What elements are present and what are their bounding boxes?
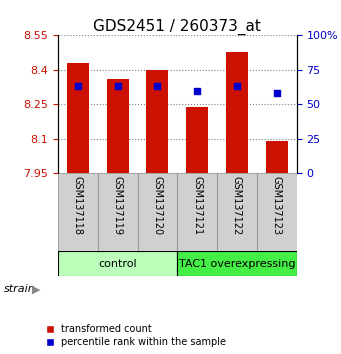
Bar (177, 251, 297, 276)
Bar (67, 63, 89, 173)
Text: ▶: ▶ (32, 284, 41, 294)
Text: GSM137119: GSM137119 (113, 176, 123, 235)
Bar (107, 79, 129, 173)
Bar (58, 251, 177, 276)
Text: GSM137122: GSM137122 (232, 176, 242, 235)
Bar (147, 70, 168, 173)
Text: GSM137121: GSM137121 (192, 176, 202, 235)
Bar (177, 173, 217, 251)
Text: control: control (98, 259, 137, 269)
Text: strain: strain (3, 284, 35, 293)
Point (75, 83, 80, 89)
Point (194, 88, 200, 93)
Bar (226, 52, 248, 173)
Point (274, 90, 280, 96)
Text: GSM137120: GSM137120 (152, 176, 162, 235)
Bar (266, 141, 288, 173)
Point (234, 83, 240, 89)
Bar (137, 173, 177, 251)
Point (155, 83, 160, 89)
Bar (257, 173, 297, 251)
Legend: transformed count, percentile rank within the sample: transformed count, percentile rank withi… (46, 325, 226, 347)
Bar (217, 173, 257, 251)
Text: GSM137118: GSM137118 (73, 176, 83, 235)
Point (115, 83, 120, 89)
Title: GDS2451 / 260373_at: GDS2451 / 260373_at (93, 19, 261, 35)
Bar (58, 173, 98, 251)
Bar (98, 173, 137, 251)
Bar (186, 107, 208, 173)
Text: TAC1 overexpressing: TAC1 overexpressing (179, 259, 295, 269)
Text: GSM137123: GSM137123 (272, 176, 282, 235)
